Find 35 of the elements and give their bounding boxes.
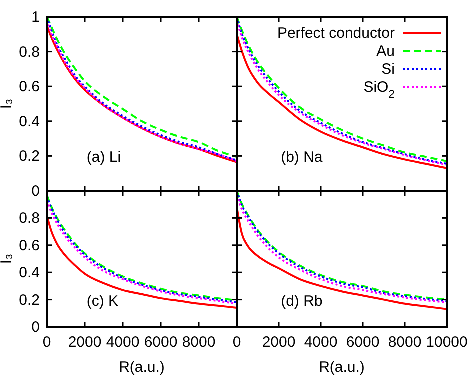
x-tick-label: 8000: [182, 334, 216, 351]
y-tick-label: 1: [32, 9, 40, 26]
y-tick-label: 0.4: [19, 264, 40, 282]
y-tick-label: 0: [32, 183, 40, 200]
y-tick-label: 0: [32, 319, 40, 336]
x-tick-label: 4000: [106, 334, 140, 351]
y-axis-title: I₃: [0, 98, 15, 110]
x-tick-label: 8000: [388, 334, 422, 351]
y-tick-label: 0.6: [19, 78, 40, 96]
x-tick-label: 6000: [144, 334, 178, 351]
x-tick-label: 10000: [426, 334, 468, 351]
y-tick-label: 0.4: [19, 113, 40, 130]
x-tick-label: 0: [42, 334, 52, 351]
legend-label: SiO$_{2}$: [364, 79, 395, 101]
x-tick-label: 2000: [68, 334, 102, 351]
x-tick-label: 6000: [346, 334, 380, 351]
y-tick-label: 0.2: [19, 292, 40, 309]
legend-label: Au: [376, 43, 395, 60]
annotation: (c) K: [86, 292, 119, 310]
annotation: (b) Na: [281, 149, 324, 166]
x-tick-label: 0: [232, 334, 242, 351]
annotation: (a) Li: [86, 149, 122, 166]
legend-label: Perfect conductor: [277, 25, 396, 42]
y-axis-title: I₃: [0, 254, 15, 264]
y-tick-label: 0.8: [19, 210, 40, 228]
x-axis-title: R(a.u.): [119, 359, 165, 376]
annotation: (d) Rb: [281, 292, 323, 310]
y-tick-label: 0.8: [19, 44, 40, 61]
y-tick-label: 0.6: [19, 237, 40, 254]
x-tick-label: 2000: [262, 334, 296, 351]
x-tick-label: 4000: [304, 334, 338, 351]
line-series: [46, 214, 238, 309]
legend-label: Si: [382, 61, 395, 78]
y-tick-label: 0.2: [19, 148, 40, 166]
x-axis-title: R(a.u.): [319, 359, 365, 376]
